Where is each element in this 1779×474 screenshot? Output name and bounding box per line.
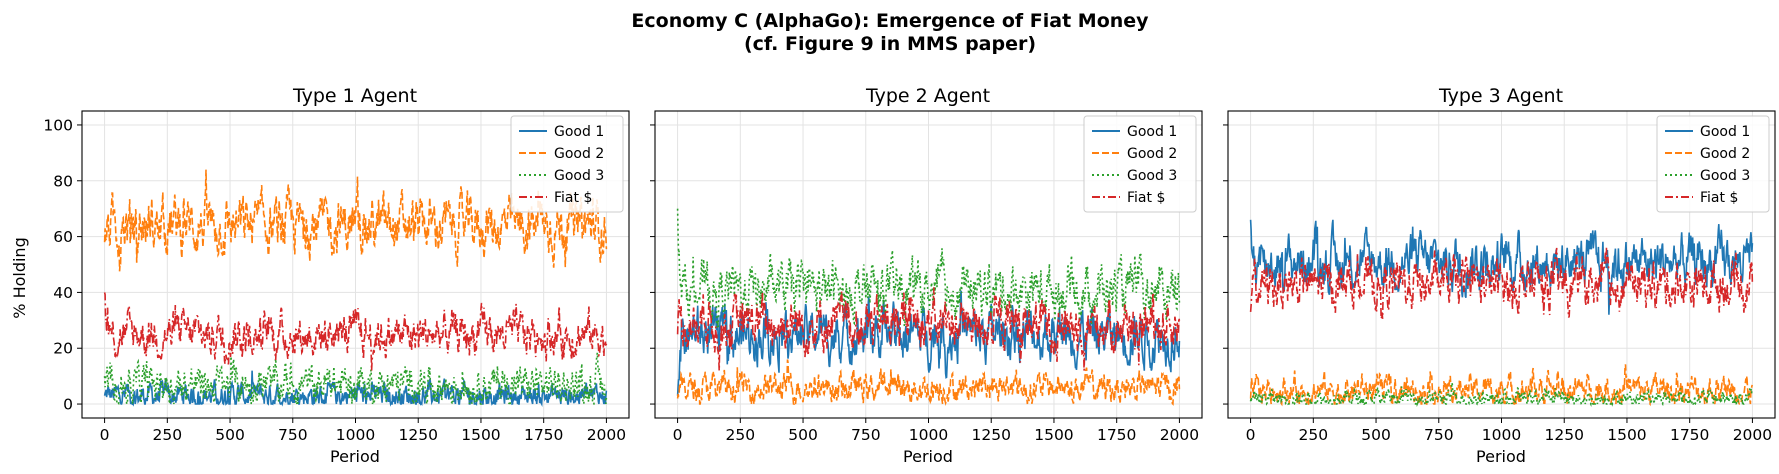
x-tick-label: 1250 (399, 426, 438, 444)
legend-label-good3: Good 3 (1127, 168, 1177, 184)
legend-label-good2: Good 2 (1127, 146, 1177, 162)
x-tick-label: 500 (788, 426, 818, 444)
y-tick-label: 20 (53, 340, 73, 358)
x-tick-label: 1750 (1670, 426, 1709, 444)
legend-box (1083, 115, 1197, 213)
legend-label-fiat: Fiat $ (1700, 190, 1738, 206)
panel-title: Type 2 Agent (865, 85, 990, 107)
x-tick-label: 250 (153, 426, 183, 444)
x-tick-label: 2000 (1733, 426, 1772, 444)
legend-label-fiat: Fiat $ (1127, 190, 1165, 206)
legend-label-good1: Good 1 (1700, 124, 1750, 140)
legend: Good 1 Good 2 Good 3 Fiat $ (1083, 115, 1197, 213)
x-axis-label: Period (330, 447, 380, 466)
x-tick-label: 1500 (1034, 426, 1073, 444)
series-line-good2 (103, 169, 608, 272)
legend-label-good2: Good 2 (1700, 146, 1750, 162)
y-axis-label: % Holding (10, 237, 29, 318)
legend-label-good3: Good 3 (1700, 168, 1750, 184)
series-line-good2 (676, 359, 1181, 407)
x-tick-label: 750 (278, 426, 308, 444)
x-tick-label: 1500 (461, 426, 500, 444)
x-tick-label: 0 (1246, 426, 1256, 444)
y-tick-label: 80 (53, 172, 73, 190)
series-line-fiat (1249, 247, 1754, 319)
legend-box (1656, 115, 1770, 213)
legend: Good 1 Good 2 Good 3 Fiat $ (510, 115, 624, 213)
x-tick-label: 1750 (1097, 426, 1136, 444)
y-tick-label: 0 (63, 396, 73, 414)
figure-title-line2: (cf. Figure 9 in MMS paper) (744, 33, 1036, 55)
series-line-good2 (1249, 364, 1754, 407)
panel-type2-agent: Type 2 Agent Period 0 250 500 750 1000 1250 15… (650, 85, 1203, 466)
x-tick-label: 750 (851, 426, 881, 444)
x-tick-label: 2000 (587, 426, 626, 444)
y-tick-label: 40 (53, 284, 73, 302)
x-tick-label: 0 (673, 426, 683, 444)
x-tick-label: 750 (1424, 426, 1454, 444)
x-tick-label: 500 (215, 426, 245, 444)
x-tick-label: 1000 (1482, 426, 1521, 444)
x-tick-label: 1250 (1545, 426, 1584, 444)
panel-type1-agent: Type 1 Agent Period % Holding 0 250 500 750… (10, 85, 630, 466)
x-tick-label: 1000 (909, 426, 948, 444)
series-line-fiat (676, 287, 1181, 371)
legend-label-good3: Good 3 (554, 168, 604, 184)
x-tick-label: 1250 (972, 426, 1011, 444)
x-tick-label: 1750 (524, 426, 563, 444)
x-axis-label: Period (903, 447, 953, 466)
panel-title: Type 1 Agent (292, 85, 417, 107)
x-tick-label: 1500 (1607, 426, 1646, 444)
series-line-good3 (103, 352, 608, 406)
y-tick-label: 100 (43, 116, 73, 134)
series-line-good3 (676, 208, 1181, 328)
x-tick-label: 250 (726, 426, 756, 444)
legend-label-good1: Good 1 (1127, 124, 1177, 140)
legend-label-fiat: Fiat $ (554, 190, 592, 206)
legend-label-good2: Good 2 (554, 146, 604, 162)
legend-box (510, 115, 624, 213)
x-tick-label: 0 (100, 426, 110, 444)
series-line-good1 (1249, 219, 1754, 315)
x-tick-label: 1000 (336, 426, 375, 444)
x-tick-label: 2000 (1160, 426, 1199, 444)
y-tick-label: 60 (53, 228, 73, 246)
panel-title: Type 3 Agent (1438, 85, 1563, 107)
figure-title-line1: Economy C (AlphaGo): Emergence of Fiat M… (631, 10, 1149, 32)
x-tick-label: 500 (1361, 426, 1391, 444)
series-line-fiat (103, 292, 608, 371)
x-axis-label: Period (1476, 447, 1526, 466)
x-tick-label: 250 (1299, 426, 1329, 444)
legend: Good 1 Good 2 Good 3 Fiat $ (1656, 115, 1770, 213)
legend-label-good1: Good 1 (554, 124, 604, 140)
panel-type3-agent: Type 3 Agent Period 0 250 500 750 1000 1250 15… (1223, 85, 1776, 466)
